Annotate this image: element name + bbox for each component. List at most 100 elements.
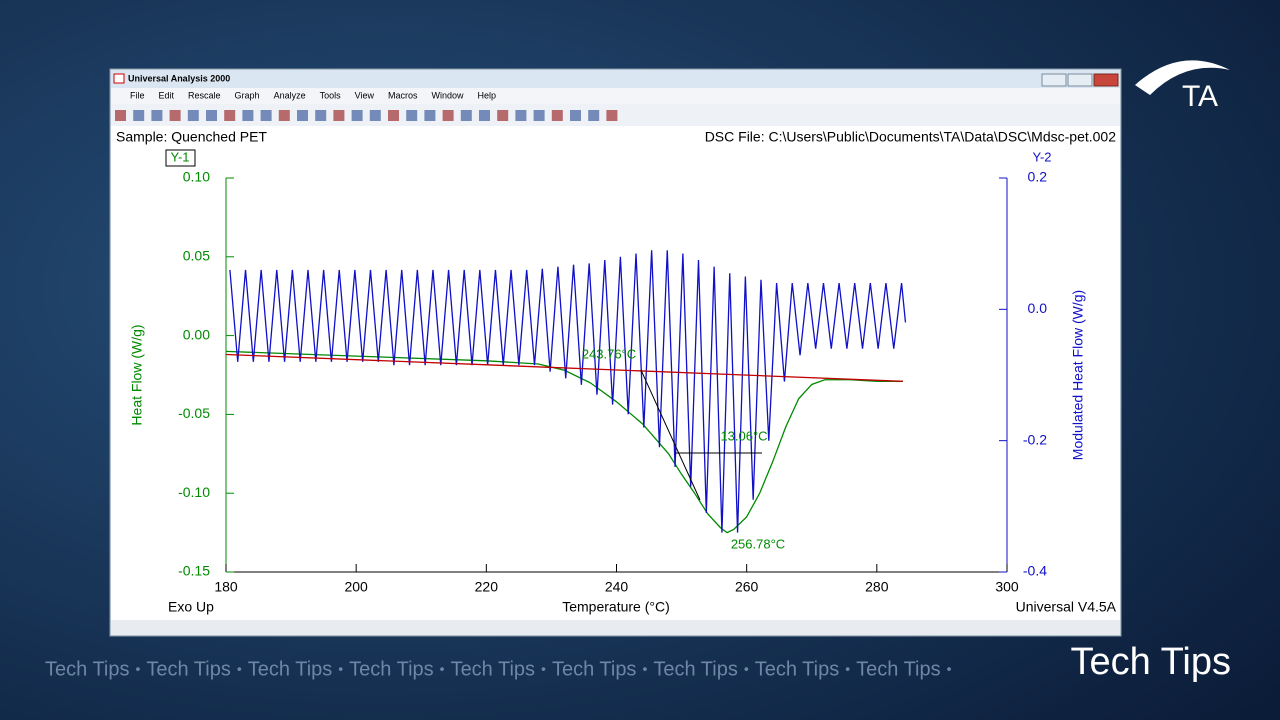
- tech-tips-item: Tech Tips: [451, 658, 535, 680]
- x-axis-title: Temperature (°C): [562, 599, 670, 615]
- separator: •: [744, 661, 749, 677]
- status-bar: [111, 620, 1120, 635]
- y2-tick-label: 0.0: [1028, 300, 1048, 316]
- graph-area: [111, 126, 1120, 620]
- tool-button[interactable]: [515, 110, 527, 121]
- tool-button[interactable]: [479, 110, 490, 121]
- y-tick-label: 0.10: [183, 169, 210, 185]
- tool-button[interactable]: [278, 110, 290, 121]
- exo-label: Exo Up: [168, 599, 214, 615]
- tool-button[interactable]: [570, 110, 581, 121]
- menu-item[interactable]: Edit: [159, 90, 175, 100]
- y2-tick-label: -0.4: [1023, 563, 1047, 579]
- tool-button[interactable]: [224, 110, 236, 121]
- menu-item[interactable]: Analyze: [274, 90, 306, 100]
- menu-item[interactable]: View: [355, 90, 375, 100]
- x-tick-label: 180: [214, 579, 238, 595]
- menu-item[interactable]: Window: [431, 90, 464, 100]
- separator: •: [541, 661, 546, 677]
- sample-label: Sample: Quenched PET: [116, 129, 267, 145]
- tool-button[interactable]: [187, 110, 199, 121]
- separator: •: [845, 661, 850, 677]
- x-tick-label: 240: [605, 579, 629, 595]
- tech-tips-item: Tech Tips: [755, 658, 839, 680]
- y2-tag: Y-2: [1032, 149, 1051, 164]
- x-tick-label: 260: [735, 579, 759, 595]
- separator: •: [135, 661, 140, 677]
- menu-item[interactable]: Graph: [235, 90, 260, 100]
- menu-item[interactable]: Tools: [320, 90, 342, 100]
- minimize-button[interactable]: [1041, 73, 1067, 87]
- menu-item[interactable]: Help: [478, 90, 497, 100]
- y-tick-label: -0.10: [178, 484, 210, 500]
- tool-button[interactable]: [351, 110, 363, 121]
- tool-button[interactable]: [315, 110, 327, 121]
- menu-item[interactable]: Rescale: [188, 90, 221, 100]
- menu-item[interactable]: File: [130, 90, 145, 100]
- y-tick-label: 0.00: [183, 326, 210, 342]
- tool-button[interactable]: [260, 110, 272, 121]
- tangent-line: [640, 369, 701, 501]
- tech-tips-item: Tech Tips: [856, 658, 940, 680]
- tech-tips-item: Tech Tips: [552, 658, 636, 680]
- separator: •: [237, 661, 242, 677]
- peak-label: 256.78°C: [731, 536, 785, 551]
- tool-button[interactable]: [242, 110, 254, 121]
- tech-tips-item: Tech Tips: [45, 658, 129, 680]
- tech-tips-item: Tech Tips: [349, 658, 433, 680]
- y2-tick-label: -0.2: [1023, 431, 1047, 447]
- app-icon: [113, 73, 125, 84]
- tech-tips-item: Tech Tips: [248, 658, 332, 680]
- y-tick-label: -0.15: [178, 563, 210, 579]
- menu-bar: [111, 88, 1120, 104]
- tool-button[interactable]: [460, 110, 472, 121]
- y1-tag-box: [165, 149, 196, 167]
- y-tick-label: -0.05: [178, 405, 210, 421]
- data-line: [229, 250, 907, 533]
- separator: •: [947, 661, 952, 677]
- data-line: [225, 353, 903, 382]
- width-label: 13.06°C: [720, 428, 767, 443]
- tool-button[interactable]: [497, 110, 509, 121]
- x-tick-label: 300: [995, 579, 1019, 595]
- separator: •: [338, 661, 343, 677]
- y2-axis-title: Modulated Heat Flow (W/g): [1070, 290, 1086, 460]
- x-tick-label: 280: [865, 579, 889, 595]
- file-label: DSC File: C:\Users\Public\Documents\TA\D…: [705, 129, 1117, 145]
- x-tick-label: 220: [475, 579, 499, 595]
- separator: •: [642, 661, 647, 677]
- tool-button[interactable]: [297, 110, 308, 121]
- logo-swoosh: [1135, 60, 1230, 95]
- y-tick-label: 0.05: [183, 248, 210, 264]
- tool-button[interactable]: [442, 110, 454, 121]
- maximize-button[interactable]: [1067, 73, 1093, 87]
- tool-button[interactable]: [406, 110, 418, 121]
- data-line: [225, 350, 903, 534]
- tech-tips-item: Tech Tips: [653, 658, 737, 680]
- x-tick-label: 200: [344, 579, 368, 595]
- tool-button[interactable]: [115, 110, 126, 121]
- title-bar: [111, 70, 1120, 88]
- tool-button[interactable]: [206, 110, 217, 121]
- tech-tips-title: Tech Tips: [1070, 641, 1231, 683]
- tool-button[interactable]: [133, 110, 145, 121]
- tool-button[interactable]: [533, 110, 545, 121]
- window-title: Universal Analysis 2000: [128, 73, 230, 83]
- tool-button[interactable]: [551, 110, 563, 121]
- tech-tips-item: Tech Tips: [146, 658, 230, 680]
- menu-item[interactable]: Macros: [388, 90, 418, 100]
- tool-button[interactable]: [333, 110, 345, 121]
- tool-button[interactable]: [588, 110, 600, 121]
- close-button[interactable]: [1093, 73, 1119, 87]
- separator: •: [440, 661, 445, 677]
- tool-button[interactable]: [424, 110, 436, 121]
- tool-button[interactable]: [388, 110, 399, 121]
- tool-button[interactable]: [606, 110, 618, 121]
- tool-button[interactable]: [369, 110, 381, 121]
- tool-button[interactable]: [151, 110, 163, 121]
- tool-button[interactable]: [169, 110, 181, 121]
- y1-tag: Y-1: [170, 149, 189, 164]
- logo-text: TA: [1182, 80, 1218, 113]
